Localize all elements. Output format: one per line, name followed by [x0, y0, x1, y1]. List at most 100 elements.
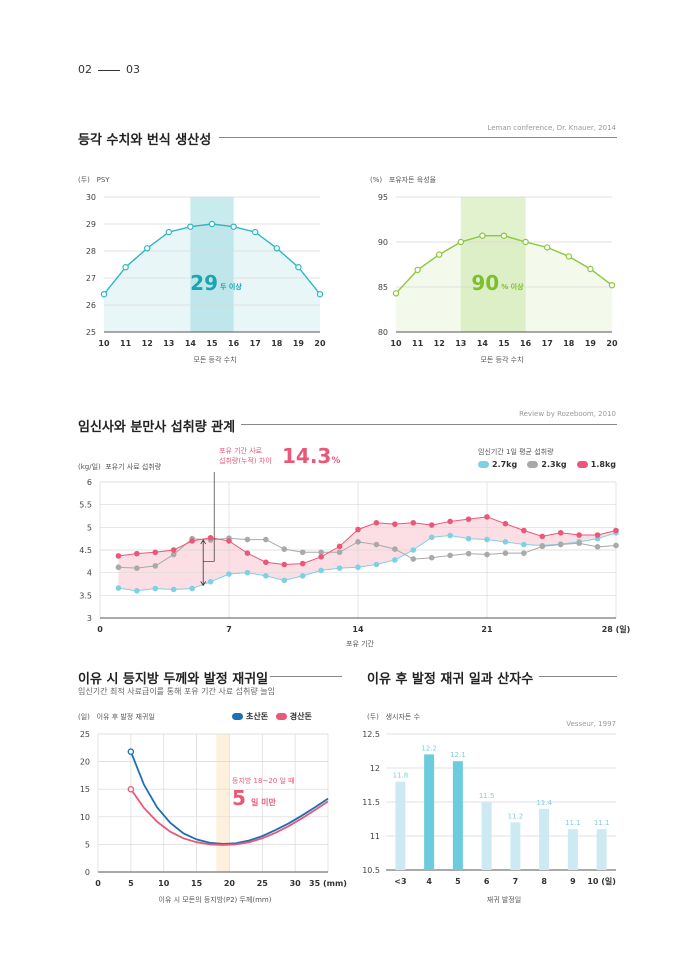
data-point-2.7kg: [410, 547, 417, 553]
data-point-2.3kg: [594, 544, 601, 550]
section-title-4: 이유 후 발정 재귀 일과 산자수: [367, 672, 534, 687]
x-tick-label: 13: [455, 339, 466, 348]
chart-litter-size: 10.5 11 11.5 12 12.5 11.8 <3 12.2 4 12.1 5 11.5 6 11.…: [362, 730, 616, 886]
x-tick-label: 7: [226, 625, 232, 634]
data-point-1.8kg: [170, 547, 177, 553]
data-point-2.3kg: [502, 550, 509, 556]
bar-<3: [395, 781, 406, 870]
section-subtitle-3: 임신기간 최적 사료급이를 통해 포유 기간 사료 섭취량 늘임: [78, 687, 275, 696]
x-tick-label: 12: [142, 339, 153, 348]
y-tick-label: 4.5: [79, 546, 92, 555]
data-point-2.3kg: [336, 549, 343, 556]
x-tick-label: 18: [271, 339, 283, 348]
bar-6: [481, 802, 492, 870]
bar-value-label: 12.2: [421, 744, 437, 752]
data-point-1.8kg: [281, 561, 288, 568]
x-tick-label: 4: [426, 877, 432, 886]
data-point-1.8kg: [447, 518, 453, 525]
data-point-2.3kg: [170, 551, 177, 558]
x-tick-label: 20: [606, 339, 618, 348]
bar-value-label: 11.2: [508, 812, 524, 820]
x-tick-label: 10: [98, 339, 110, 348]
data-point: [414, 266, 421, 274]
data-point-2.7kg: [281, 577, 288, 584]
section-divider-2: [241, 424, 617, 425]
data-point: [392, 290, 400, 297]
section-title-2: 임신사와 분만사 섭취량 관계: [78, 420, 236, 435]
data-point-1.8kg: [207, 534, 214, 541]
x-tick-label: 10: [390, 339, 402, 348]
data-point-2.3kg: [355, 539, 361, 545]
x-tick-label: <3: [394, 877, 406, 886]
y-tick-label: 25: [86, 328, 96, 337]
section-divider-3: [270, 676, 342, 677]
x-tick-label: 14: [352, 625, 364, 634]
data-point-2.7kg: [170, 586, 177, 593]
data-point-1.8kg: [594, 532, 601, 538]
chart4-annotation-label: 등지방 18~20 일 때: [232, 777, 295, 785]
bar-5: [452, 761, 463, 870]
data-point: [230, 223, 237, 230]
data-point-2.7kg: [207, 578, 214, 585]
data-point: [251, 228, 259, 236]
y-tick-label: 90: [378, 238, 388, 247]
data-point-2.7kg: [373, 561, 380, 568]
data-point: [316, 290, 324, 298]
data-point-2.3kg: [410, 556, 417, 562]
data-point-1.8kg: [318, 554, 324, 560]
chart3-annotation-label: 포유 기간 사료 섭취량(누적) 차이: [219, 447, 272, 465]
data-point-2.7kg: [226, 571, 232, 577]
legend-label-1-8kg: 1.8kg: [590, 460, 616, 469]
annotation-suffix: % 이상: [501, 282, 524, 291]
y-tick-label: 28: [86, 247, 96, 256]
data-point-2.3kg: [392, 546, 398, 552]
y-tick-label: 85: [378, 283, 388, 292]
highlight-band: [216, 734, 230, 872]
x-tick-label: 10 (일): [587, 876, 616, 886]
x-tick-label: 15: [191, 879, 203, 888]
y-tick-label: 5: [87, 523, 92, 532]
y-tick-label: 5.5: [79, 501, 92, 510]
data-point: [143, 245, 151, 252]
page-number-divider: [98, 69, 120, 71]
x-tick-label: 16: [520, 339, 532, 348]
chart3-xlabel: 포유 기간: [346, 640, 374, 648]
chart1-unit-label: (두) PSY: [78, 176, 110, 184]
y-tick-label: 5: [85, 840, 90, 849]
data-point: [273, 245, 280, 252]
section-divider-4: [539, 676, 617, 677]
data-point-2.7kg: [447, 532, 453, 539]
data-point: [165, 228, 173, 236]
data-point-2.3kg: [539, 543, 546, 550]
data-point-2.7kg: [392, 557, 398, 563]
data-point: [100, 290, 108, 298]
data-point: [500, 232, 508, 239]
y-tick-label: 3.5: [79, 591, 92, 600]
x-tick-label: 18: [563, 339, 575, 348]
data-point-2.3kg: [484, 551, 490, 558]
data-point-2.3kg: [281, 546, 288, 552]
section-source-2: Review by Rozeboom, 2010: [519, 410, 616, 418]
x-tick-label: 17: [542, 339, 553, 348]
x-tick-label: 5: [455, 877, 461, 886]
chart5-unit-label: (두) 생시자돈 수: [367, 713, 421, 721]
legend-swatch-2-3kg: [527, 461, 539, 468]
x-tick-label: 21: [481, 625, 493, 634]
bar-8: [539, 808, 550, 870]
x-tick-label: 25: [257, 879, 269, 888]
x-tick-label: 20: [224, 879, 236, 888]
data-point-1.8kg: [465, 516, 472, 522]
x-tick-label: 11: [412, 339, 424, 348]
x-tick-label: 5: [128, 879, 134, 888]
series-line-경산돈: [130, 788, 329, 846]
data-point-2.3kg: [373, 541, 380, 548]
chart3-legend-title: 임신기간 1일 평균 섭취량: [478, 448, 554, 456]
data-point-2.7kg: [336, 565, 343, 571]
data-point-2.7kg: [263, 573, 269, 579]
y-tick-label: 3: [87, 614, 92, 623]
difference-area: [118, 516, 616, 591]
data-point-1.8kg: [226, 538, 232, 544]
y-tick-label: 0: [85, 868, 90, 877]
data-point-1.8kg: [392, 521, 398, 527]
data-point-2.7kg: [134, 588, 140, 594]
